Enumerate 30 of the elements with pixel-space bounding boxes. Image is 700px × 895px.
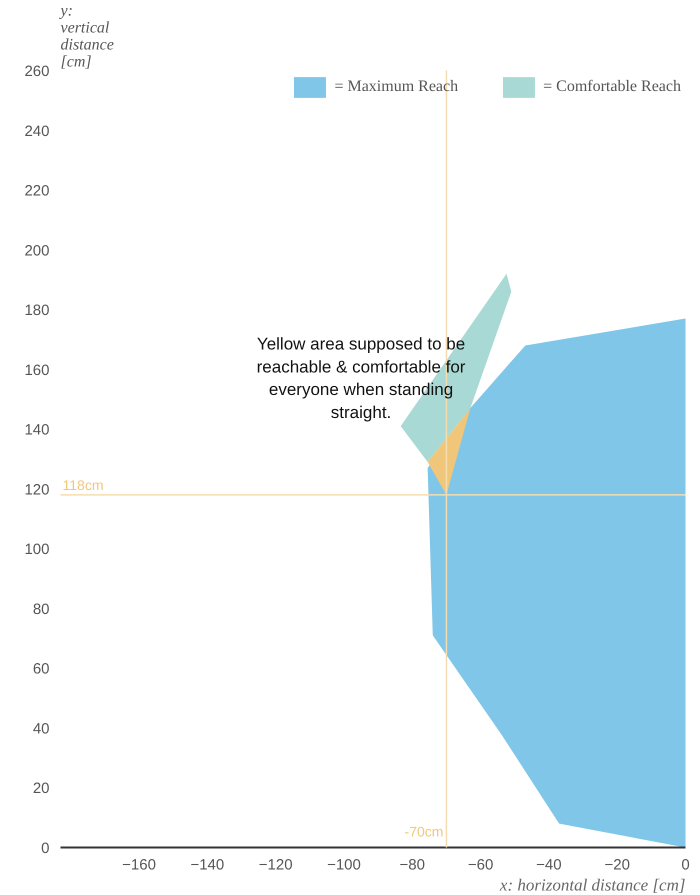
y-axis-title: y: vertical distance [cm] bbox=[58, 2, 114, 70]
x-tick-label: −20 bbox=[604, 856, 630, 874]
legend-label: = Maximum Reach bbox=[334, 78, 458, 96]
x-tick-label: −140 bbox=[190, 856, 224, 874]
ref-line-label: -70cm bbox=[404, 824, 444, 840]
y-tick-label: 0 bbox=[41, 840, 50, 857]
y-tick-label: 200 bbox=[24, 242, 50, 260]
x-tick-label: −160 bbox=[122, 856, 156, 874]
y-tick-label: 40 bbox=[32, 720, 50, 738]
y-tick-label: 260 bbox=[24, 63, 50, 80]
y-tick-label: 60 bbox=[32, 660, 50, 678]
ref-line-label: 118cm bbox=[62, 476, 104, 493]
x-tick-label: −40 bbox=[536, 856, 562, 874]
x-tick-label: −80 bbox=[400, 856, 426, 874]
y-tick-label: 100 bbox=[24, 541, 50, 558]
y-tick-label: 240 bbox=[24, 122, 50, 140]
legend-label: = Comfortable Reach bbox=[543, 78, 681, 96]
x-tick-label: −120 bbox=[258, 856, 293, 874]
annotation: Yellow area supposed to be reachable & comfortable for everyone when standing straight. bbox=[256, 334, 466, 422]
x-tick-label: −60 bbox=[468, 856, 494, 874]
y-tick-label: 140 bbox=[24, 422, 50, 439]
y-tick-label: 120 bbox=[24, 481, 50, 498]
y-tick-label: 160 bbox=[24, 362, 50, 379]
x-tick-label: 0 bbox=[681, 856, 690, 874]
y-tick-label: 220 bbox=[24, 182, 50, 200]
x-tick-label: −100 bbox=[327, 856, 361, 874]
x-axis-title: x: horizontal distance [cm] bbox=[498, 876, 686, 894]
y-tick-label: 80 bbox=[32, 600, 50, 618]
y-tick-label: 180 bbox=[24, 302, 50, 320]
y-tick-label: 20 bbox=[32, 780, 50, 798]
